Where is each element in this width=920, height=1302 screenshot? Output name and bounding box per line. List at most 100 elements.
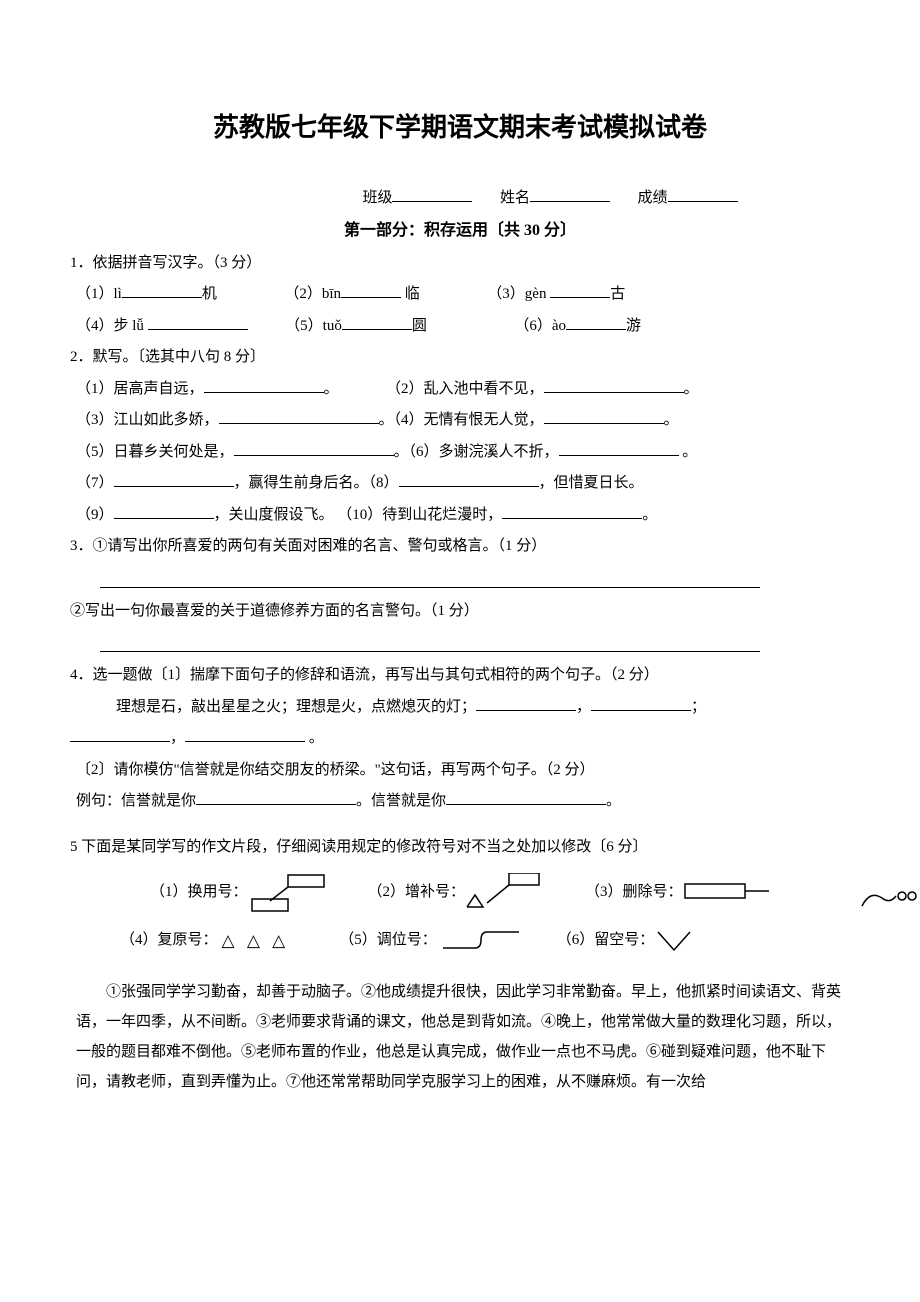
q4-sc: ； (691, 699, 706, 715)
q2-row1: （1）居高声自远， 。 （2）乱入池中看不见， 。 (76, 374, 850, 406)
q2-1-blank (204, 376, 324, 393)
q1-1: （1）lì (76, 286, 122, 302)
q2-10-blank (502, 502, 642, 519)
name-blank (530, 185, 610, 202)
q2-row5: （9） ，关山度假设飞。 （10）待到山花烂漫时， 。 (76, 500, 850, 532)
insert-symbol-icon (465, 873, 545, 913)
q2-8-blank (399, 471, 539, 488)
q4-line: 理想是石，敲出星星之火；理想是火，点燃熄灭的灯； ， ； (116, 692, 850, 724)
restore-symbol-icon: △ △ △ (222, 923, 290, 959)
q1-1b: 机 (202, 286, 217, 302)
q4-c2: ， (170, 730, 185, 746)
q1-2: （2）bīn (284, 286, 341, 302)
q4-c1: ， (576, 699, 591, 715)
q1-6: （6）ào (514, 318, 566, 334)
q1-row1: （1）lì 机 （2）bīn 临 （3）gèn 古 (76, 279, 850, 311)
q3-blank-2 (100, 651, 760, 652)
q1-5-blank (342, 313, 412, 330)
q2-7-blank (114, 471, 234, 488)
q4-b1 (476, 694, 576, 711)
q5-paragraph: ①张强同学学习勤奋，却善于动脑子。②他成绩提升很快，因此学习非常勤奋。早上，他抓… (76, 977, 844, 1097)
q4-b2 (591, 694, 691, 711)
q2-row3: （5）日暮乡关何处是，。（6）多谢浣溪人不折， 。 (76, 437, 850, 469)
q2-6-blank (559, 439, 679, 456)
q2-9b: ，关山度假设飞。 (214, 507, 334, 523)
section-1-title: 第一部分：积存运用〔共 30 分〕 (70, 214, 850, 248)
q2-3a: （3）江山如此多娇， (76, 412, 219, 428)
q2-5b: 。 (394, 444, 409, 460)
q2-stem: 2．默写。〔选其中八句 8 分〕 (70, 342, 850, 374)
q1-6b: 游 (626, 318, 641, 334)
student-info-line: 班级 姓名 成绩 (250, 183, 850, 215)
q2-row2: （3）江山如此多娇，。（4）无情有恨无人觉，。 (76, 405, 850, 437)
q3-stem: 3．①请写出你所喜爱的两句有关面对困难的名言、警句或格言。（1 分） (70, 531, 850, 563)
q2-5-blank (234, 439, 394, 456)
q2-1a: （1）居高声自远， (76, 381, 204, 397)
q2-2-blank (544, 376, 684, 393)
q5-s6: （6）留空号： (557, 925, 655, 957)
swap-symbol-icon (437, 926, 527, 956)
q1-5b: 圆 (412, 318, 427, 334)
q4-ex-mid: 。信誉就是你 (356, 793, 446, 809)
q2-9a: （9） (76, 507, 114, 523)
q2-8b: ，但惜夏日长。 (539, 475, 644, 491)
class-label: 班级 (362, 190, 392, 206)
space-symbol-icon (654, 928, 694, 954)
q2-4b: 。 (664, 412, 679, 428)
q2-row4: （7） ，赢得生前身后名。（8） ，但惜夏日长。 (76, 468, 850, 500)
q2-3b: 。 (379, 412, 394, 428)
q5-s4: （4）复原号： (120, 925, 218, 957)
q5-s3: （3）删除号： (585, 877, 683, 909)
q1-4-blank (148, 313, 248, 330)
q4-ex-b1 (196, 789, 356, 806)
class-blank (392, 185, 472, 202)
exam-title: 苏教版七年级下学期语文期末考试模拟试卷 (70, 100, 850, 155)
q4-ex-a: 例句：信誉就是你 (76, 793, 196, 809)
q4-line2: ， 。 (70, 723, 850, 755)
q4-ex-end: 。 (606, 793, 621, 809)
q1-6-blank (566, 313, 626, 330)
q2-2a: （2）乱入池中看不见， (386, 381, 544, 397)
q1-stem: 1．依据拼音写汉字。（3 分） (70, 248, 850, 280)
q5-s1: （1）换用号： (150, 877, 248, 909)
q4-example: 例句：信誉就是你 。信誉就是你 。 (76, 786, 850, 818)
q2-6a: （6）多谢浣溪人不折， (409, 444, 559, 460)
page-curl-icon (860, 886, 920, 912)
q4-b3 (70, 726, 170, 743)
q2-2b: 。 (684, 381, 699, 397)
q2-7a: （7） (76, 475, 114, 491)
score-blank (668, 185, 738, 202)
q2-1b: 。 (324, 381, 339, 397)
q2-10b: 。 (642, 507, 657, 523)
replace-symbol-icon (248, 873, 338, 913)
q5-symbols-row1: （1）换用号： （2）增补号： （3）删除号： (150, 873, 850, 913)
delete-symbol-icon (683, 880, 773, 906)
q2-8a: （8） (369, 475, 399, 491)
q3-blank-1 (100, 587, 760, 588)
score-label: 成绩 (638, 190, 668, 206)
q1-3b: 古 (610, 286, 625, 302)
q2-5a: （5）日暮乡关何处是， (76, 444, 234, 460)
q5-s5: （5）调位号： (339, 925, 437, 957)
q4-b4 (185, 726, 305, 743)
q2-6b: 。 (682, 444, 697, 460)
q1-3: （3）gèn (487, 286, 546, 302)
q3-sub2: ②写出一句你最喜爱的关于道德修养方面的名言警句。（1 分） (70, 596, 850, 628)
q4-p: 。 (309, 730, 324, 746)
q1-2-blank (341, 282, 401, 299)
q4-text: 理想是石，敲出星星之火；理想是火，点燃熄灭的灯； (116, 699, 476, 715)
q5-stem: 5 下面是某同学写的作文片段，仔细阅读用规定的修改符号对不当之处加以修改〔6 分… (70, 832, 850, 864)
name-label: 姓名 (500, 190, 530, 206)
q1-3-blank (550, 282, 610, 299)
q1-2b: 临 (405, 286, 420, 302)
q2-4a: （4）无情有恨无人觉， (394, 412, 544, 428)
q5-s2: （2）增补号： (368, 877, 466, 909)
q2-4-blank (544, 408, 664, 425)
q2-7b: ，赢得生前身后名。 (234, 475, 369, 491)
q1-4: （4）步 lǚ (76, 318, 144, 334)
q5-symbols-row2: （4）复原号： △ △ △ （5）调位号： （6）留空号： (120, 923, 850, 959)
q2-10a: （10）待到山花烂漫时， (337, 507, 502, 523)
q4-sub2: 〔2〕请你模仿"信誉就是你结交朋友的桥梁。"这句话，再写两个句子。（2 分） (76, 755, 850, 787)
q2-9-blank (114, 502, 214, 519)
q1-1-blank (122, 282, 202, 299)
